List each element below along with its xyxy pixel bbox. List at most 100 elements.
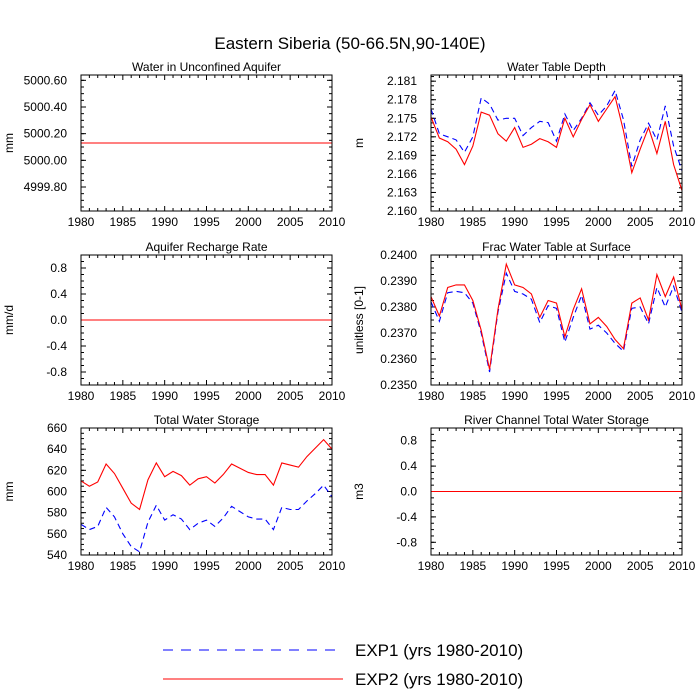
x-tick-label: 1990: [151, 215, 178, 229]
x-tick-label: 1985: [459, 389, 486, 403]
x-tick-label: 1985: [109, 559, 136, 573]
panel-3: Aquifer Recharge Rate mm/d 1980 1985 1990 199…: [2, 240, 346, 403]
plot-frame: [430, 427, 683, 556]
series-line-exp1: [80, 484, 333, 553]
series-line-exp1: [430, 89, 683, 171]
x-tick-label: 2005: [277, 559, 304, 573]
y-axis-label: mm: [2, 133, 16, 153]
panel-4: Frac Water Table at Surface unitless [0-1…: [352, 240, 696, 403]
y-tick-label: -0.4: [396, 510, 417, 524]
x-tick-label: 1995: [193, 559, 220, 573]
x-tick-label: 2010: [669, 389, 696, 403]
x-tick-label: 2005: [627, 389, 654, 403]
x-tick-label: 2010: [319, 215, 346, 229]
x-tick-label: 2005: [277, 389, 304, 403]
y-tick-label: 580: [47, 506, 67, 520]
x-tick-label: 1990: [501, 215, 528, 229]
y-tick-label: 640: [47, 442, 67, 456]
x-tick-label: 1980: [418, 559, 445, 573]
x-tick-label: 2000: [235, 559, 262, 573]
panel-6: River Channel Total Water Storage m3 1980 1…: [352, 413, 696, 573]
x-tick-label: 1985: [109, 389, 136, 403]
panel-title: River Channel Total Water Storage: [464, 413, 649, 427]
x-tick-label: 2005: [277, 215, 304, 229]
series-line-exp2: [430, 95, 683, 191]
panel-title: Water Table Depth: [507, 60, 606, 74]
y-tick-label: 5000.20: [24, 127, 68, 141]
y-tick-label: 2.172: [387, 130, 417, 144]
series-line-exp2: [430, 262, 683, 370]
y-tick-label: 4999.80: [24, 180, 68, 194]
y-tick-label: 2.163: [387, 185, 417, 199]
legend: EXP1 (yrs 1980-2010) EXP2 (yrs 1980-2010): [163, 641, 523, 689]
x-tick-label: 2000: [585, 389, 612, 403]
x-tick-label: 1980: [68, 215, 95, 229]
panel-title: Total Water Storage: [154, 413, 260, 427]
y-tick-label: -0.8: [396, 535, 417, 549]
y-tick-label: 560: [47, 527, 67, 541]
panel-5: Total Water Storage mm 1980 1985 1990 1995 200…: [2, 413, 346, 573]
y-tick-label: 2.181: [387, 74, 417, 88]
y-tick-label: 0.0: [50, 313, 67, 327]
y-tick-label: 0.2390: [380, 274, 417, 288]
x-tick-label: 1985: [109, 215, 136, 229]
plot-frame: [80, 427, 333, 556]
y-tick-label: 2.175: [387, 111, 417, 125]
plot-frame: [430, 254, 683, 386]
x-tick-label: 2000: [585, 559, 612, 573]
panel-title: Frac Water Table at Surface: [482, 240, 631, 254]
x-tick-label: 1990: [501, 389, 528, 403]
y-tick-label: 0.0: [400, 485, 417, 499]
y-tick-label: 0.2360: [380, 352, 417, 366]
y-axis-label: mm/d: [2, 305, 16, 335]
panel-title: Water in Unconfined Aquifer: [132, 60, 281, 74]
x-tick-label: 1990: [151, 559, 178, 573]
y-tick-label: 2.169: [387, 148, 417, 162]
y-axis-label: m: [352, 138, 366, 148]
x-tick-label: 2010: [669, 559, 696, 573]
y-tick-label: 5000.60: [24, 73, 68, 87]
x-tick-label: 1980: [418, 389, 445, 403]
y-tick-label: 0.8: [400, 434, 417, 448]
panel-1: Water in Unconfined Aquifer mm 1980 1985 199…: [2, 60, 346, 229]
x-tick-label: 2010: [319, 559, 346, 573]
x-tick-label: 2000: [585, 215, 612, 229]
plot-frame: [80, 74, 333, 212]
x-tick-label: 2005: [627, 559, 654, 573]
y-tick-label: 0.2380: [380, 300, 417, 314]
y-tick-label: 660: [47, 421, 67, 435]
y-tick-label: 5000.00: [24, 153, 68, 167]
y-axis-label: m3: [352, 483, 366, 500]
x-tick-label: 1995: [543, 215, 570, 229]
y-tick-label: 2.166: [387, 167, 417, 181]
y-tick-label: 0.2350: [380, 378, 417, 392]
y-tick-label: 0.2370: [380, 326, 417, 340]
x-tick-label: 1980: [68, 389, 95, 403]
x-tick-label: 2005: [627, 215, 654, 229]
y-tick-label: 0.4: [50, 287, 67, 301]
y-tick-label: 0.8: [50, 261, 67, 275]
panels: Water in Unconfined Aquifer mm 1980 1985 199…: [2, 60, 696, 573]
x-tick-label: 1980: [418, 215, 445, 229]
series-line-exp2: [80, 438, 333, 511]
x-tick-label: 1995: [543, 559, 570, 573]
series-line-exp1: [430, 271, 683, 373]
panel-title: Aquifer Recharge Rate: [145, 240, 267, 254]
y-tick-label: 5000.40: [24, 100, 68, 114]
y-tick-label: -0.4: [46, 339, 67, 353]
x-tick-label: 1990: [501, 559, 528, 573]
x-tick-label: 1995: [193, 389, 220, 403]
x-tick-label: 2000: [235, 215, 262, 229]
panel-2: Water Table Depth m 1980 1985 1990 1995 2000 20…: [352, 60, 696, 229]
figure-title: Eastern Siberia (50-66.5N,90-140E): [214, 34, 485, 53]
y-axis-label: mm: [2, 482, 16, 502]
y-tick-label: 620: [47, 463, 67, 477]
x-tick-label: 1995: [543, 389, 570, 403]
y-axis-label: unitless [0-1]: [352, 286, 366, 354]
x-tick-label: 2000: [235, 389, 262, 403]
x-tick-label: 1980: [68, 559, 95, 573]
plot-frame: [430, 74, 683, 212]
legend-label-exp1: EXP1 (yrs 1980-2010): [355, 641, 523, 660]
x-tick-label: 1995: [193, 215, 220, 229]
